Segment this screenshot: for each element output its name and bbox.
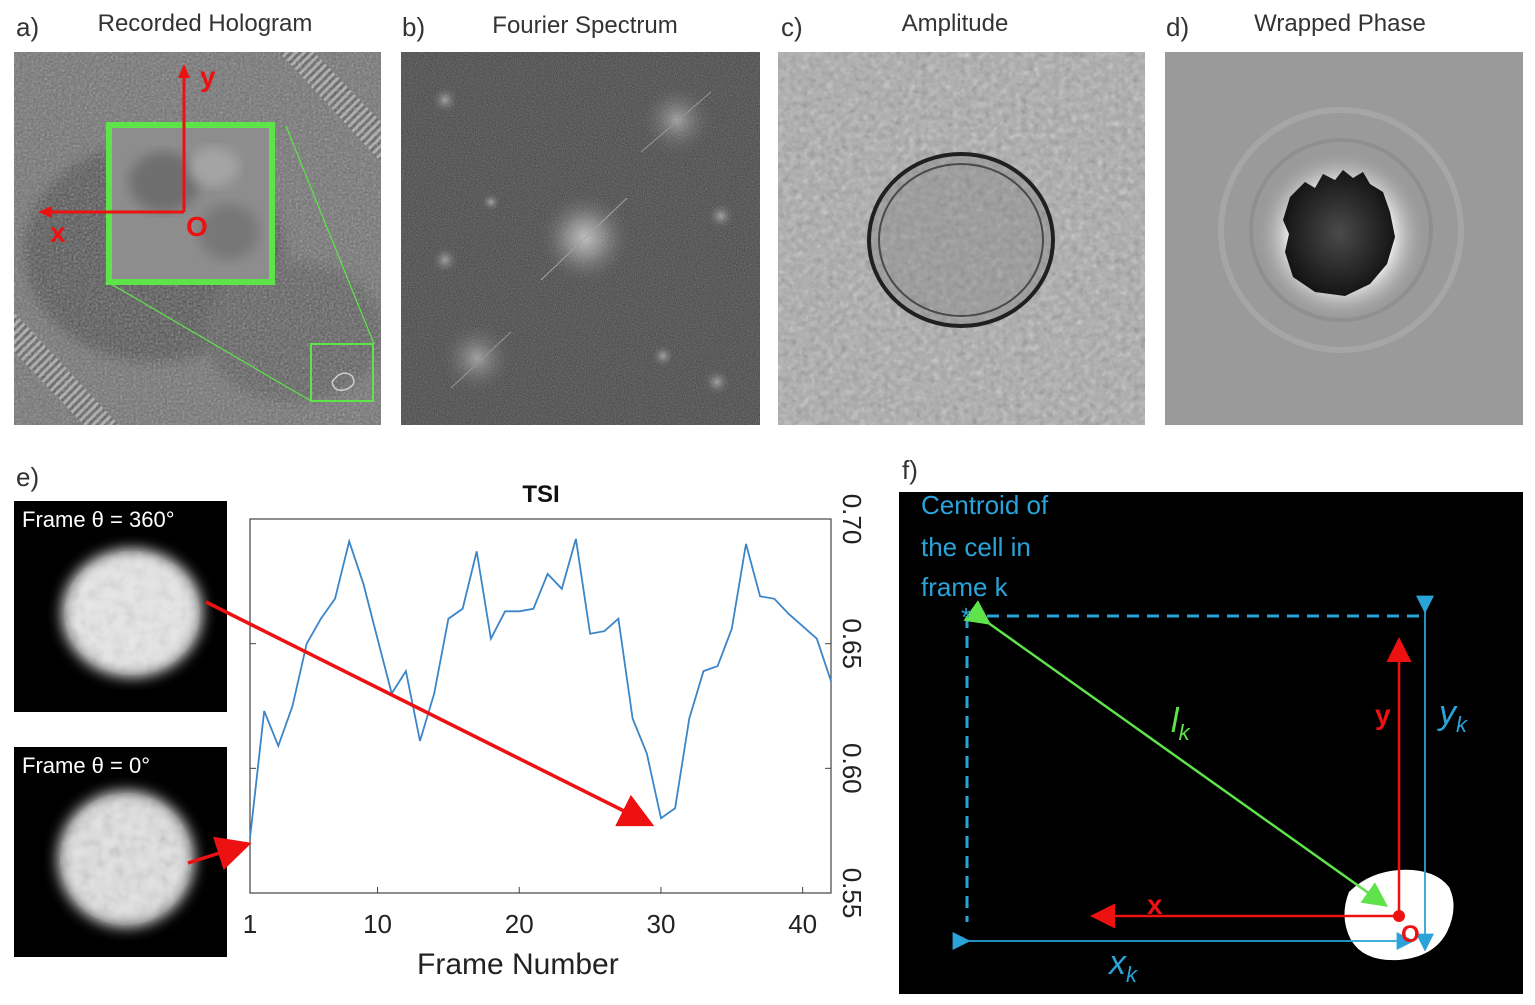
hologram-image: y x O [14,52,381,425]
diagram-x-label: x [1147,889,1163,920]
panel-b-letter: b) [402,12,426,42]
centroid-caption-line2: the cell in [921,532,1031,562]
tsi-chart: TSI 1 10 20 30 40 0.55 0.60 0.65 0.70 Frame Numb… [243,481,867,981]
x-tick-label: 20 [505,909,534,939]
x-tick-label: 10 [363,909,392,939]
centroid-diagram: Centroid of the cell in frame k * y x O … [899,492,1523,994]
x-axis-label: Frame Number [417,948,619,981]
panel-b-title: Fourier Spectrum [492,12,678,39]
centroid-caption-line3: frame k [921,572,1009,602]
hologram-x-axis-label: x [50,217,66,248]
hologram-y-axis-label: y [200,61,216,92]
amplitude-image [778,52,1145,425]
panel-a-letter: a) [16,12,40,42]
y-tick-label: 0.65 [837,618,867,669]
frame-360-image: Frame θ = 360° [14,501,227,712]
lk-arrow [963,600,1389,907]
x-tick-label: 1 [243,909,257,939]
centroid-star: * [961,602,971,632]
panel-d-letter: d) [1166,12,1190,42]
xk-label: xk [1107,944,1138,987]
yk-label: yk [1437,694,1468,737]
diagram-origin-label: O [1401,921,1420,948]
x-tick-label: 30 [646,909,675,939]
fourier-spectrum-image [401,52,760,425]
panel-e-letter: e) [16,462,40,492]
panel-c-title: Amplitude [901,10,1009,37]
diagram-y-label: y [1375,699,1391,730]
frame-0-image: Frame θ = 0° [14,747,227,957]
tsi-series-line [249,538,832,839]
x-tick-label: 40 [788,909,817,939]
frame-360-caption: Frame θ = 360° [22,507,175,532]
y-tick-label: 0.55 [837,868,867,919]
origin-dot [1393,910,1405,922]
panel-f-letter: f) [902,455,918,485]
wrapped-phase-image [1165,52,1523,425]
chart-title: TSI [522,481,559,508]
hologram-origin-label: O [186,211,208,242]
centroid-caption-line1: Centroid of [921,492,1049,520]
panel-c-letter: c) [781,12,803,42]
panel-a-title: Recorded Hologram [97,10,313,37]
lk-label: lk [1171,702,1191,745]
panel-d-title: Wrapped Phase [1254,10,1426,37]
frame-0-caption: Frame θ = 0° [22,753,151,778]
plot-area [249,518,832,894]
y-tick-label: 0.70 [837,494,867,545]
y-tick-label: 0.60 [837,743,867,794]
